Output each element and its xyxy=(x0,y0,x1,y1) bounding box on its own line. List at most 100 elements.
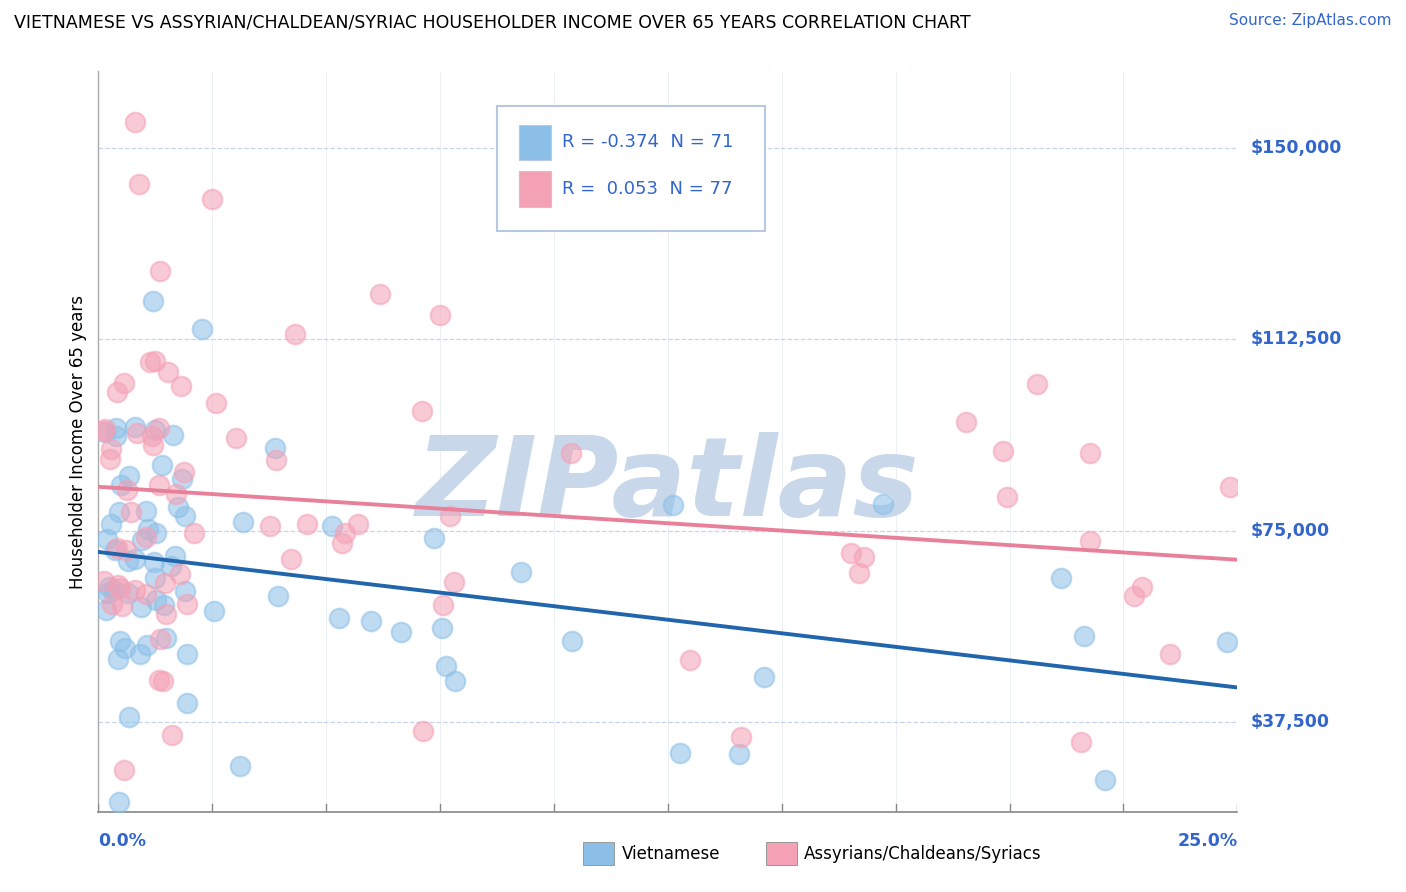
Point xyxy=(96,532,118,546)
Point xyxy=(114,640,136,655)
Point xyxy=(412,724,434,739)
Point xyxy=(148,421,170,435)
Point xyxy=(145,353,167,368)
Point xyxy=(153,598,176,612)
Point xyxy=(263,441,285,455)
Point xyxy=(335,525,357,540)
Point xyxy=(1219,480,1241,494)
Text: Source: ZipAtlas.com: Source: ZipAtlas.com xyxy=(1229,13,1392,29)
Point xyxy=(142,294,165,309)
Point xyxy=(142,438,165,452)
Point xyxy=(120,505,142,519)
Point xyxy=(1078,534,1101,549)
Point xyxy=(155,607,177,622)
Point xyxy=(138,522,160,536)
Point xyxy=(991,444,1014,458)
Point xyxy=(97,580,120,594)
Text: 25.0%: 25.0% xyxy=(1177,832,1237,850)
Point xyxy=(105,421,128,435)
Point xyxy=(1094,772,1116,787)
Point xyxy=(135,504,157,518)
Point xyxy=(432,598,454,612)
Point xyxy=(176,597,198,611)
Point xyxy=(108,795,131,809)
Point xyxy=(229,759,252,773)
Point xyxy=(679,653,702,667)
Point xyxy=(93,425,115,439)
Point xyxy=(1159,647,1181,661)
Point xyxy=(105,541,128,555)
Point xyxy=(170,379,193,393)
Point xyxy=(205,396,228,410)
Point xyxy=(443,673,465,688)
Point xyxy=(118,469,141,483)
Point xyxy=(115,542,138,557)
Point xyxy=(124,115,146,129)
Text: $75,000: $75,000 xyxy=(1251,522,1330,540)
Point xyxy=(284,326,307,341)
Point xyxy=(225,431,247,445)
Point xyxy=(141,428,163,442)
Point xyxy=(94,603,117,617)
Point xyxy=(389,625,412,640)
Point xyxy=(346,517,368,532)
Point xyxy=(1025,377,1047,392)
Point xyxy=(108,581,131,595)
Point xyxy=(430,621,453,635)
Text: 0.0%: 0.0% xyxy=(98,832,146,850)
Point xyxy=(728,747,751,762)
Point xyxy=(112,763,135,777)
Point xyxy=(148,478,170,492)
Point xyxy=(143,555,166,569)
Text: VIETNAMESE VS ASSYRIAN/CHALDEAN/SYRIAC HOUSEHOLDER INCOME OVER 65 YEARS CORRELAT: VIETNAMESE VS ASSYRIAN/CHALDEAN/SYRIAC H… xyxy=(14,13,970,31)
Point xyxy=(163,549,186,563)
Point xyxy=(153,576,176,591)
Point xyxy=(443,574,465,589)
Point xyxy=(267,589,290,603)
Point xyxy=(162,428,184,442)
Point xyxy=(129,600,152,615)
Point xyxy=(94,422,117,436)
Point xyxy=(173,466,195,480)
Point xyxy=(423,532,446,546)
Text: $37,500: $37,500 xyxy=(1251,714,1330,731)
Point xyxy=(1050,571,1073,585)
Point xyxy=(107,652,129,666)
Point xyxy=(131,533,153,548)
Point xyxy=(669,746,692,760)
Point xyxy=(1070,735,1092,749)
Point xyxy=(174,509,197,524)
Bar xyxy=(766,842,797,865)
Point xyxy=(360,614,382,628)
Bar xyxy=(583,842,614,865)
Point xyxy=(955,415,977,429)
FancyBboxPatch shape xyxy=(498,106,765,230)
Point xyxy=(148,673,170,687)
Bar xyxy=(519,171,551,207)
Point xyxy=(411,403,433,417)
Point xyxy=(107,505,129,519)
Point xyxy=(152,673,174,688)
Point xyxy=(509,565,531,579)
Point xyxy=(167,500,190,515)
Point xyxy=(149,264,172,278)
Point xyxy=(839,546,862,560)
Point xyxy=(183,525,205,540)
Point xyxy=(201,192,224,206)
Point xyxy=(561,634,583,648)
Point xyxy=(135,587,157,601)
Point xyxy=(752,670,775,684)
Point xyxy=(107,578,129,592)
Point xyxy=(259,519,281,533)
Point xyxy=(149,632,172,647)
Point xyxy=(169,567,191,582)
Point xyxy=(264,453,287,467)
Point xyxy=(111,599,134,613)
Point xyxy=(321,519,343,533)
Point xyxy=(295,517,318,532)
Point xyxy=(117,586,139,600)
Point xyxy=(174,584,197,599)
Point xyxy=(439,508,461,523)
Point xyxy=(662,498,685,512)
Point xyxy=(176,647,198,661)
